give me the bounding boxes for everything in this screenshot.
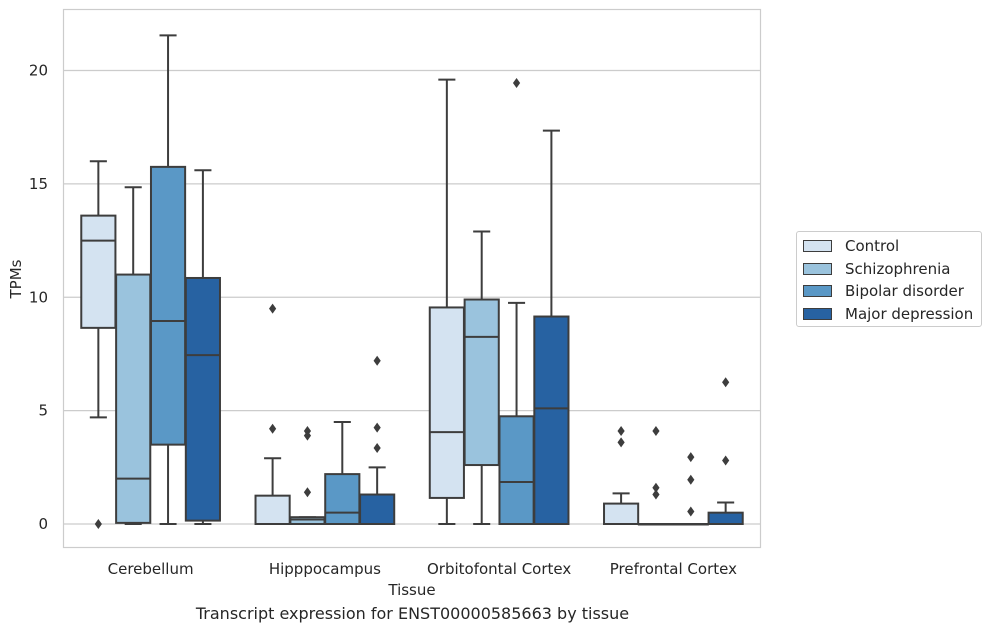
series-major-depression <box>184 129 744 525</box>
series-schizophrenia <box>115 186 675 526</box>
legend-item: Bipolar disorder <box>803 280 981 303</box>
legend-swatch <box>803 285 832 298</box>
outlier-point <box>722 455 730 466</box>
y-tick-label: 5 <box>38 402 48 420</box>
x-tick-label: Orbitofontal Cortex <box>427 560 571 578</box>
chart-caption: Transcript expression for ENST0000058566… <box>195 604 630 623</box>
box <box>184 276 221 522</box>
legend-swatch <box>803 308 832 321</box>
box <box>463 298 500 467</box>
legend: Control Schizophrenia Bipolar disorder Majo… <box>796 231 982 327</box>
box <box>533 315 570 525</box>
legend-label: Major depression <box>845 305 974 324</box>
outlier-point <box>652 489 660 500</box>
box <box>289 516 326 526</box>
outlier-point <box>269 423 277 434</box>
box <box>115 273 152 524</box>
y-tick-label: 15 <box>29 175 48 193</box>
legend-item: Schizophrenia <box>803 258 981 281</box>
box <box>254 494 291 525</box>
x-axis-label: Tissue <box>387 581 435 599</box>
box <box>149 165 187 446</box>
outlier-point <box>373 443 381 454</box>
box <box>603 502 640 525</box>
x-tick-label: Prefrontal Cortex <box>610 560 737 578</box>
box <box>428 306 465 499</box>
x-tick-label: Cerebellum <box>108 560 194 578</box>
outlier-point <box>722 377 730 388</box>
y-tick-labels: 0 5 10 15 20 <box>29 62 48 534</box>
box <box>498 415 535 526</box>
legend-item: Control <box>803 235 981 258</box>
legend-label: Bipolar disorder <box>845 282 964 301</box>
y-tick-label: 0 <box>38 515 48 533</box>
box <box>324 473 361 525</box>
x-tick-label: Hipppocampus <box>269 560 381 578</box>
y-axis-label: TPMs <box>7 259 25 299</box>
outlier-point <box>303 430 312 441</box>
outlier-point <box>373 422 381 433</box>
legend-label: Control <box>845 237 900 256</box>
x-tick-labels: Cerebellum Hipppocampus Orbitofontal Corte… <box>108 560 737 578</box>
legend-swatch <box>803 240 832 253</box>
y-tick-label: 10 <box>29 288 48 306</box>
outlier-point <box>303 487 312 498</box>
outlier-point <box>617 426 625 437</box>
outlier-point <box>94 519 102 529</box>
legend-item: Major depression <box>803 303 981 326</box>
outlier-point <box>373 355 381 366</box>
outlier-point <box>652 482 660 493</box>
box <box>359 493 396 525</box>
y-tick-label: 20 <box>29 62 48 80</box>
outlier-point <box>687 506 695 517</box>
outlier-point <box>652 426 660 437</box>
legend-swatch <box>803 262 832 275</box>
box-series <box>80 34 744 529</box>
box <box>80 214 117 329</box>
outlier-point <box>687 452 695 463</box>
outlier-point <box>687 474 695 485</box>
box <box>707 511 744 525</box>
outlier-point <box>512 77 521 88</box>
outlier-point <box>617 437 625 448</box>
outlier-point <box>269 303 277 314</box>
legend-label: Schizophrenia <box>845 259 951 278</box>
plot-frame <box>62 8 762 549</box>
